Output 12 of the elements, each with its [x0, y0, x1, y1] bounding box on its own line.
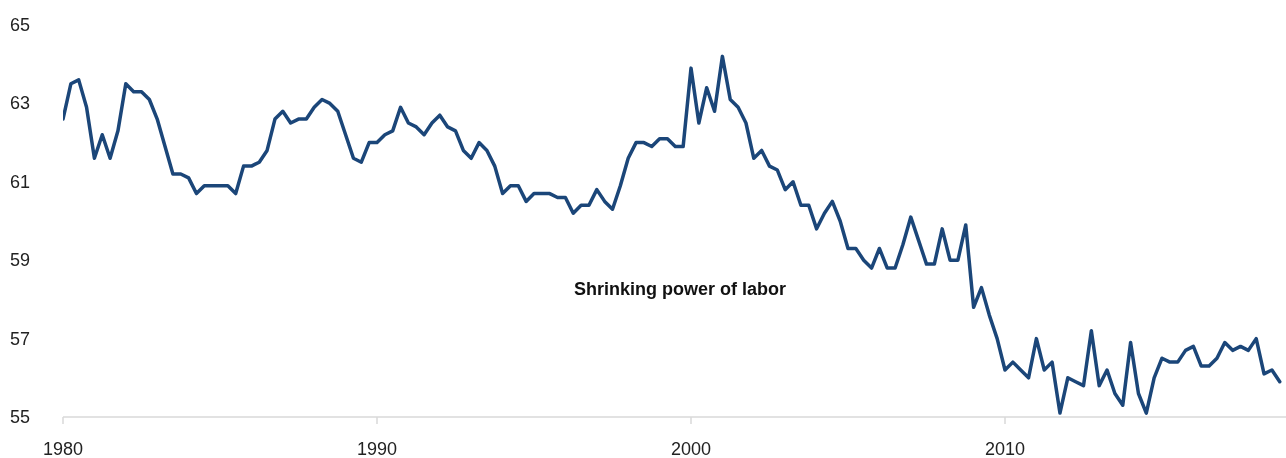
y-tick-label: 59 — [10, 250, 31, 271]
y-tick-label: 57 — [10, 328, 31, 349]
x-tick-label: 2000 — [670, 439, 712, 458]
y-tick-label: 55 — [10, 407, 31, 427]
x-tick-label: 1980 — [42, 439, 84, 458]
x-tick-label: 1990 — [356, 439, 398, 458]
y-tick-label: 63 — [10, 93, 31, 114]
x-tick-label: 2010 — [984, 439, 1026, 458]
y-tick-label: 65 — [10, 15, 31, 35]
y-tick-label: 61 — [10, 171, 31, 192]
annotation: Shrinking power of labor — [573, 279, 787, 299]
line-series — [63, 54, 1282, 415]
